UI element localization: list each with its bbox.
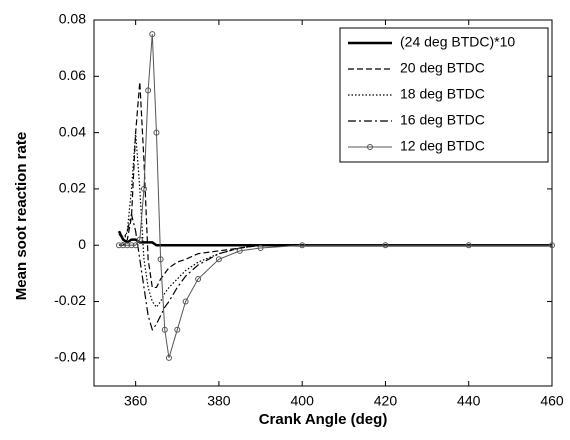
x-tick-label: 460: [540, 393, 564, 409]
y-axis-label: Mean soot reaction rate: [13, 132, 30, 300]
x-tick-label: 440: [457, 393, 481, 409]
legend-label: 12 deg BTDC: [400, 138, 485, 154]
y-tick-label: -0.02: [54, 292, 86, 308]
series-line: [118, 214, 552, 332]
legend-label: (24 deg BTDC)*10: [400, 34, 515, 50]
series-line: [117, 230, 552, 247]
series-marker: [136, 236, 143, 243]
series-marker: [115, 242, 122, 249]
series-marker: [157, 256, 164, 263]
series-marker: [161, 326, 168, 333]
series-marker: [120, 242, 127, 249]
legend-box: [339, 27, 549, 163]
series-marker: [149, 31, 156, 38]
y-tick-label: -0.04: [54, 349, 86, 365]
x-tick-label: 400: [291, 393, 315, 409]
y-tick-label: 0.02: [59, 180, 86, 196]
series-marker: [195, 276, 202, 283]
series-marker: [153, 129, 160, 136]
series-marker: [174, 326, 181, 333]
x-tick-label: 360: [124, 393, 148, 409]
plot-frame: [93, 19, 553, 387]
series-marker: [257, 245, 264, 252]
y-tick-label: 0: [78, 236, 86, 252]
legend-label: 20 deg BTDC: [400, 60, 485, 76]
series-marker: [165, 354, 172, 361]
series-marker: [549, 242, 555, 249]
series-marker: [128, 242, 135, 249]
series-marker: [124, 242, 131, 249]
series-line: [118, 81, 552, 289]
y-tick-label: 0.08: [59, 11, 86, 27]
series-marker: [182, 298, 189, 305]
legend-label: 18 deg BTDC: [400, 86, 485, 102]
series-marker: [382, 242, 389, 249]
series-marker: [465, 242, 472, 249]
x-axis-label: Crank Angle (deg): [259, 411, 388, 428]
series-marker: [145, 87, 152, 94]
series-marker: [236, 247, 243, 254]
x-tick-label: 420: [374, 393, 398, 409]
series-marker: [132, 242, 139, 249]
legend-marker: [367, 144, 373, 150]
series-marker: [215, 256, 222, 263]
y-tick-label: 0.04: [59, 123, 86, 139]
series-marker: [299, 242, 306, 249]
y-tick-label: 0.06: [59, 67, 86, 83]
legend-label: 16 deg BTDC: [400, 112, 485, 128]
x-tick-label: 380: [207, 393, 231, 409]
series-marker: [140, 185, 147, 192]
